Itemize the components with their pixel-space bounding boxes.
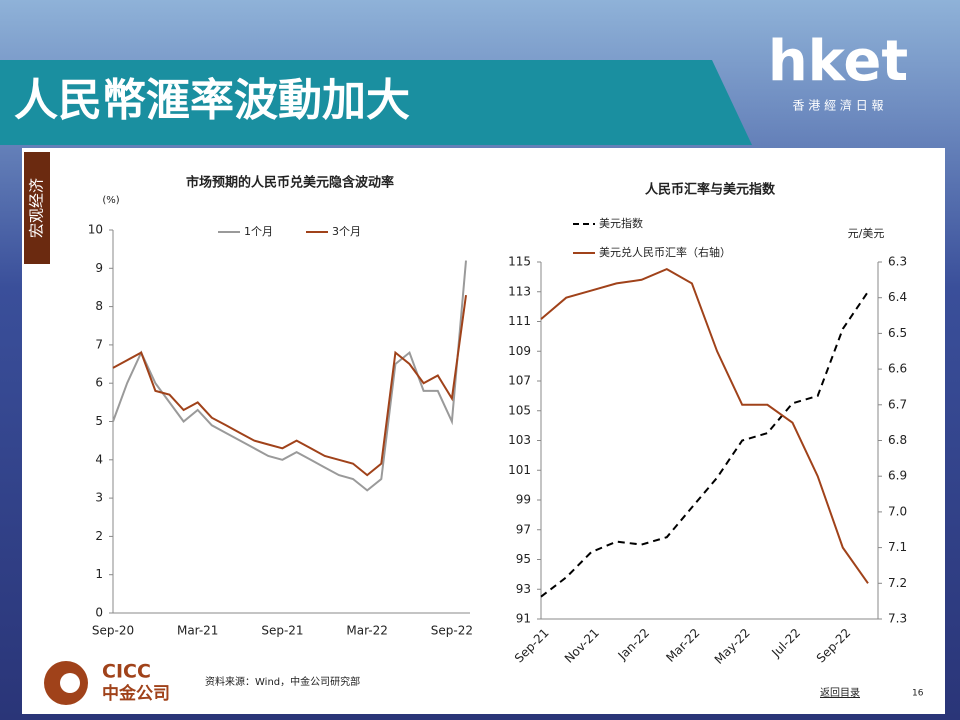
y-tick-label: 99 <box>516 493 531 507</box>
title-banner <box>0 60 752 145</box>
y2-tick-label: 6.4 <box>888 290 907 304</box>
series-line <box>112 260 467 492</box>
y-tick-label: 91 <box>516 612 531 626</box>
legend-label: 1个月 <box>244 225 273 238</box>
chart-title: 人民币汇率与美元指数 <box>645 182 776 198</box>
y-tick-label: 107 <box>508 374 531 388</box>
y-tick-label: 1 <box>95 567 103 581</box>
y2-tick-label: 6.5 <box>888 326 907 340</box>
y2-tick-label: 7.1 <box>888 540 907 554</box>
y2-tick-label: 6.9 <box>888 469 907 483</box>
y-tick-label: 2 <box>95 529 103 543</box>
series-line <box>540 291 869 598</box>
brand-cn: 中金公司 <box>102 683 170 704</box>
x-tick-label: Mar-21 <box>177 624 218 638</box>
y-tick-label: 109 <box>508 344 531 358</box>
series-line <box>112 294 467 477</box>
legend-label: 3个月 <box>332 225 361 238</box>
y-tick-label: 9 <box>95 261 103 275</box>
y-tick-label: 115 <box>508 255 531 269</box>
page-number: 16 <box>912 689 924 699</box>
slide-title: 人民幣滙率波動加大 <box>14 75 410 126</box>
brand: CICC <box>102 661 151 683</box>
y-tick-label: 6 <box>95 376 103 390</box>
x-tick-label: Sep-22 <box>431 624 473 638</box>
section-label: 宏观经济 <box>28 178 46 238</box>
y2-tick-label: 6.8 <box>888 433 907 447</box>
y2-tick-label: 7.0 <box>888 504 907 518</box>
x-tick-label: Sep-20 <box>92 624 134 638</box>
legend-label: 美元兑人民币汇率（右轴） <box>599 245 731 259</box>
cicc-logo-inner <box>60 673 80 693</box>
content-panel <box>22 148 945 714</box>
y2-tick-label: 7.2 <box>888 576 907 590</box>
logo-sub: 香 港 經 濟 日 報 <box>792 98 883 113</box>
section-tag <box>24 152 50 264</box>
y-tick-label: 105 <box>508 403 531 417</box>
y-axis-label: (%) <box>102 195 119 206</box>
y-tick-label: 10 <box>88 223 103 237</box>
y-tick-label: 93 <box>516 582 531 596</box>
y-tick-label: 101 <box>508 463 531 477</box>
y-tick-label: 113 <box>508 284 531 298</box>
y2-tick-label: 7.3 <box>888 612 907 626</box>
x-tick-label: Sep-21 <box>261 624 303 638</box>
y-tick-label: 97 <box>516 522 531 536</box>
y-tick-label: 5 <box>95 414 103 428</box>
y-tick-label: 7 <box>95 337 103 351</box>
legend-label: 美元指数 <box>599 216 643 230</box>
y-tick-label: 8 <box>95 299 103 313</box>
y2-tick-label: 6.6 <box>888 362 907 376</box>
series-line <box>540 267 869 584</box>
back-link[interactable]: 返回目录 <box>820 687 860 699</box>
x-tick-label: Mar-22 <box>346 624 387 638</box>
source-note: 资料来源：Wind，中金公司研究部 <box>205 675 360 688</box>
y-tick-label: 95 <box>516 552 531 566</box>
y-tick-label: 3 <box>95 491 103 505</box>
y-tick-label: 4 <box>95 452 103 466</box>
y2-axis-label: 元/美元 <box>848 227 885 240</box>
logo: hket <box>768 29 908 94</box>
y-tick-label: 111 <box>508 314 531 328</box>
y-tick-label: 0 <box>95 606 103 620</box>
chart-title: 市场预期的人民币兑美元隐含波动率 <box>186 175 394 191</box>
y2-tick-label: 6.3 <box>888 255 907 269</box>
y-tick-label: 103 <box>508 433 531 447</box>
y2-tick-label: 6.7 <box>888 397 907 411</box>
